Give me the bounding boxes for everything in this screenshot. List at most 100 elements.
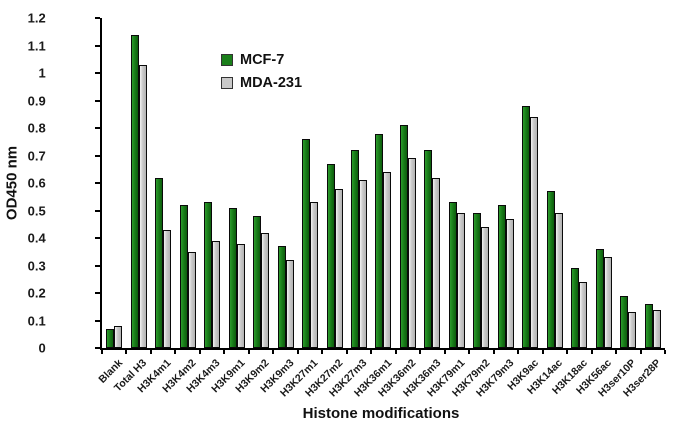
legend-label-mcf7: MCF-7: [240, 52, 285, 68]
y-tick-label: 0.1: [27, 313, 46, 328]
legend-item-mcf7: MCF-7: [221, 52, 302, 68]
x-axis-tick: [394, 350, 397, 354]
x-axis-tick: [223, 350, 226, 354]
y-tick-label: 1: [38, 65, 46, 81]
bar-group-h3k79m1: [445, 18, 469, 348]
bar-group-h3k9m2: [249, 18, 273, 348]
bar-mcf-7-h3ser10p: [620, 295, 629, 348]
bar-mda-231-h3ser10p: [628, 312, 637, 348]
x-axis-tick: [443, 350, 446, 354]
bar-mda-231-h3k36m1: [383, 172, 392, 348]
bar-group-h3k9m3: [273, 18, 297, 348]
y-tick-label: 0.7: [27, 148, 46, 163]
y-axis-tick: [95, 237, 100, 239]
bar-mda-231-blank: [114, 326, 123, 348]
y-tick-label: 0.8: [27, 120, 46, 136]
bar-group-h3k14ac: [543, 18, 567, 348]
bar-group-h3k27m2: [322, 18, 346, 348]
bar-mda-231-h3k9ac: [530, 117, 539, 348]
bar-group-h3k56ac: [592, 18, 616, 348]
bar-mda-231-h3k79m3: [505, 218, 514, 348]
x-axis-tick: [345, 350, 348, 354]
bar-mcf-7-h3k79m2: [473, 213, 482, 348]
bar-mcf-7-h3k9ac: [522, 106, 531, 348]
bar-mcf-7-h3k79m3: [497, 205, 506, 348]
bar-mda-231-h3k4m1: [163, 229, 172, 348]
x-axis-tick: [125, 350, 128, 354]
y-axis-tick: [95, 209, 100, 212]
y-tick-label: 0: [38, 340, 46, 356]
legend-item-mda231: MDA-231: [221, 75, 302, 91]
bar-group-h3k79m3: [494, 18, 518, 348]
bar-mcf-7-h3k9m2: [253, 216, 262, 348]
legend-swatch-mcf7: [221, 54, 233, 66]
bar-mcf-7-h3k36m2: [399, 125, 408, 348]
bar-mcf-7-h3k36m3: [424, 150, 433, 348]
bar-mcf-7-h3k56ac: [595, 249, 604, 348]
x-axis-tick: [517, 350, 520, 354]
y-axis-tick: [95, 99, 100, 102]
y-axis-tick: [95, 17, 100, 19]
bar-mcf-7-h3ser28p: [644, 304, 653, 348]
bar-mda-231-h3k27m3: [359, 180, 368, 348]
x-axis-tick: [198, 350, 201, 354]
bar-mcf-7-h3k4m3: [204, 202, 213, 348]
bar-group-h3k4m3: [200, 18, 224, 348]
bar-group-h3k4m1: [151, 18, 175, 348]
bar-mda-231-h3ser28p: [652, 309, 661, 348]
bar-mda-231-h3k79m1: [456, 213, 465, 348]
x-axis-tick: [370, 350, 373, 354]
y-tick-label: 0.2: [27, 285, 46, 301]
bar-group-h3k36m1: [371, 18, 395, 348]
bar-mda-231-h3k4m2: [187, 251, 196, 348]
bar-mcf-7-h3k9m1: [228, 207, 237, 348]
x-axis-tick: [101, 350, 103, 354]
bar-group-h3k9ac: [518, 18, 542, 348]
y-tick-label: 0.4: [27, 230, 46, 246]
y-axis-tick: [95, 319, 100, 322]
bar-group-h3k36m3: [420, 18, 444, 348]
x-axis-tick: [664, 350, 666, 354]
bar-mcf-7-h3k27m3: [351, 150, 360, 348]
bar-mcf-7-h3k4m2: [179, 205, 188, 348]
bar-mcf-7-h3k27m2: [326, 163, 335, 348]
bar-group-h3k27m1: [298, 18, 322, 348]
x-axis-tick: [174, 350, 177, 354]
bar-mcf-7-h3k27m1: [302, 139, 311, 348]
x-axis-tick: [590, 350, 593, 354]
bar-mda-231-h3k9m3: [285, 260, 294, 348]
x-axis-tick: [541, 350, 544, 354]
y-axis-tick: [95, 44, 100, 47]
plot-area: 0 0.1 0.2 0.3 0.4 0.5 0.6 0.7 0.8 0.9 1 1.1 1.2 Blank…: [28, 11, 666, 399]
bar-mda-231-h3k36m2: [407, 158, 416, 348]
bar-group-h3k27m3: [347, 18, 371, 348]
bar-mda-231-h3k9m1: [236, 243, 245, 348]
y-axis-tick: [95, 292, 100, 294]
bar-mcf-7-h3k14ac: [546, 191, 555, 348]
bar-mcf-7-h3k79m1: [448, 202, 457, 348]
y-axis-tick: [95, 264, 100, 267]
bar-mcf-7-h3k9m3: [277, 246, 286, 348]
bar-mcf-7-h3k18ac: [571, 268, 580, 348]
bar-mcf-7-h3k4m1: [155, 177, 164, 348]
legend-label-mda231: MDA-231: [240, 75, 303, 91]
x-axis-tick: [615, 350, 618, 354]
bar-group-blank: [102, 18, 126, 348]
bar-mda-231-h3k18ac: [579, 282, 588, 348]
x-axis-tick: [149, 350, 152, 354]
bar-mda-231-h3k79m2: [481, 227, 490, 348]
y-axis-tick: [95, 72, 100, 74]
y-tick-label: 0.5: [27, 203, 46, 218]
y-axis-title: OD450 nm: [3, 145, 21, 221]
bar-group-h3k4m2: [175, 18, 199, 348]
x-axis-tick: [566, 350, 569, 354]
x-axis-tick: [419, 350, 422, 354]
y-axis-tick: [95, 127, 100, 129]
x-axis-tick: [247, 350, 250, 354]
bar-group-h3k9m1: [224, 18, 248, 348]
x-axis-tick: [639, 350, 642, 354]
bar-mda-231-total-h3: [138, 64, 147, 348]
bar-mda-231-h3k4m3: [212, 240, 221, 348]
y-tick-label: 1.2: [27, 10, 46, 26]
